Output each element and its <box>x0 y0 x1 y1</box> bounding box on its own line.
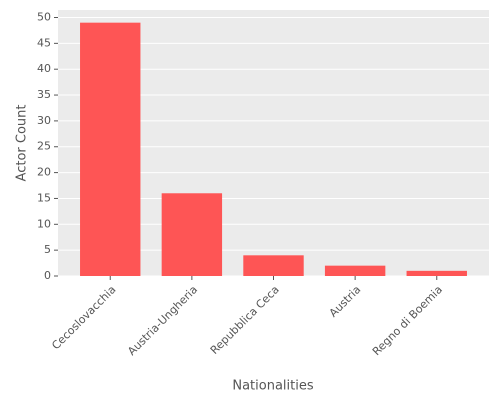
y-tick-label: 0 <box>44 269 51 282</box>
y-tick-label: 10 <box>37 217 51 230</box>
y-tick-label: 15 <box>37 191 51 204</box>
x-tick-label: Repubblica Ceca <box>208 283 282 357</box>
x-tick-label: Regno di Boemia <box>370 283 445 358</box>
y-tick-label: 40 <box>37 62 51 75</box>
x-tick-label: Cecoslovacchia <box>49 283 118 352</box>
y-tick-label: 5 <box>44 243 51 256</box>
x-tick-label: Austria-Ungheria <box>125 283 200 358</box>
bar <box>324 265 386 276</box>
bar <box>243 255 304 276</box>
y-tick-label: 35 <box>37 88 51 101</box>
x-axis-title: Nationalities <box>232 379 313 394</box>
y-axis-title: Actor Count <box>15 105 30 182</box>
bar <box>161 193 223 276</box>
x-tick-label: Austria <box>327 283 364 320</box>
bar <box>80 22 141 276</box>
y-tick-label: 25 <box>37 140 51 153</box>
y-tick-label: 30 <box>37 114 51 127</box>
y-tick-label: 20 <box>37 166 51 179</box>
y-tick-label: 45 <box>37 36 51 49</box>
y-tick-label: 50 <box>37 10 51 23</box>
bar <box>406 270 467 276</box>
